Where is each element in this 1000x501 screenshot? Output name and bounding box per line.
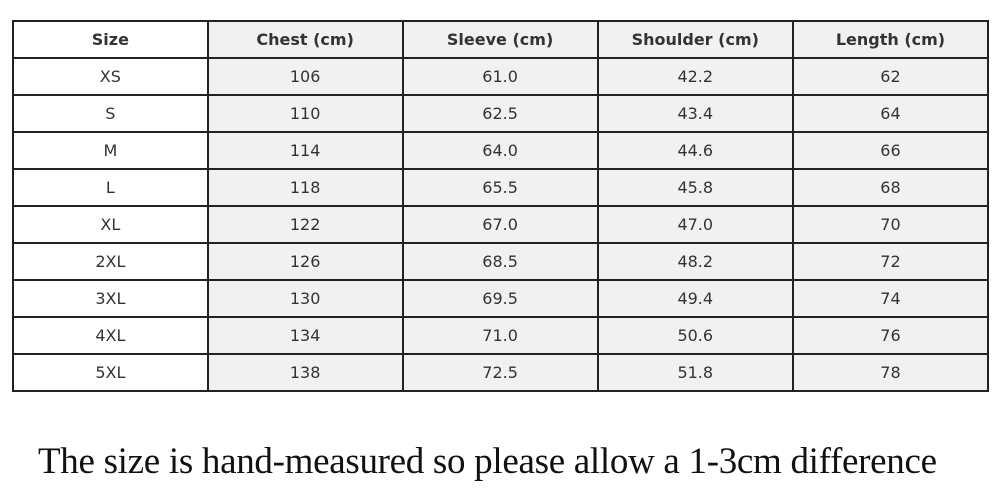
table-row: L 118 65.5 45.8 68 [12, 168, 990, 207]
header-row: Size Chest (cm) Sleeve (cm) Shoulder (cm) Le… [12, 20, 990, 59]
column-header: Sleeve (cm) [401, 20, 599, 59]
table-cell: 69.5 [401, 279, 599, 318]
table-cell: 62 [791, 57, 990, 96]
table-cell: 49.4 [596, 279, 794, 318]
table-cell: 5XL [12, 353, 209, 392]
table-cell: 70 [791, 205, 990, 244]
table-cell: 134 [206, 316, 404, 355]
table-cell: 66 [791, 131, 990, 170]
table-cell: 51.8 [596, 353, 794, 392]
table-cell: 72.5 [401, 353, 599, 392]
table-cell: 43.4 [596, 94, 794, 133]
table-cell: 50.6 [596, 316, 794, 355]
table-cell: 48.2 [596, 242, 794, 281]
table-row: XS 106 61.0 42.2 62 [12, 57, 990, 96]
table-cell: 78 [791, 353, 990, 392]
table-cell: 47.0 [596, 205, 794, 244]
table-cell: 71.0 [401, 316, 599, 355]
table-cell: 64 [791, 94, 990, 133]
table-cell: 72 [791, 242, 990, 281]
table-cell: 130 [206, 279, 404, 318]
table-cell: 4XL [12, 316, 209, 355]
table-row: S 110 62.5 43.4 64 [12, 94, 990, 133]
table-cell: 45.8 [596, 168, 794, 207]
column-header: Shoulder (cm) [596, 20, 794, 59]
column-header: Size [12, 20, 209, 59]
table-cell: 68.5 [401, 242, 599, 281]
table-cell: 64.0 [401, 131, 599, 170]
table-cell: 68 [791, 168, 990, 207]
table-cell: 3XL [12, 279, 209, 318]
table-cell: 42.2 [596, 57, 794, 96]
table-cell: 2XL [12, 242, 209, 281]
table-row: 5XL 138 72.5 51.8 78 [12, 353, 990, 392]
table-cell: L [12, 168, 209, 207]
table-cell: XS [12, 57, 209, 96]
table-cell: M [12, 131, 209, 170]
table-row: 3XL 130 69.5 49.4 74 [12, 279, 990, 318]
table-cell: 106 [206, 57, 404, 96]
table-cell: 65.5 [401, 168, 599, 207]
table-cell: XL [12, 205, 209, 244]
table-cell: 44.6 [596, 131, 794, 170]
table-cell: 126 [206, 242, 404, 281]
table-cell: 76 [791, 316, 990, 355]
table-cell: 114 [206, 131, 404, 170]
table-cell: 122 [206, 205, 404, 244]
column-header: Length (cm) [791, 20, 990, 59]
table-cell: 67.0 [401, 205, 599, 244]
measurement-note: The size is hand-measured so please allo… [38, 441, 937, 482]
table-row: 4XL 134 71.0 50.6 76 [12, 316, 990, 355]
table-cell: 62.5 [401, 94, 599, 133]
table-cell: 118 [206, 168, 404, 207]
table-cell: 138 [206, 353, 404, 392]
size-chart-table: Size Chest (cm) Sleeve (cm) Shoulder (cm) Le… [12, 20, 990, 392]
table-row: 2XL 126 68.5 48.2 72 [12, 242, 990, 281]
table-cell: S [12, 94, 209, 133]
table-cell: 61.0 [401, 57, 599, 96]
column-header: Chest (cm) [206, 20, 404, 59]
table-cell: 110 [206, 94, 404, 133]
table-cell: 74 [791, 279, 990, 318]
table-row: XL 122 67.0 47.0 70 [12, 205, 990, 244]
table-row: M 114 64.0 44.6 66 [12, 131, 990, 170]
